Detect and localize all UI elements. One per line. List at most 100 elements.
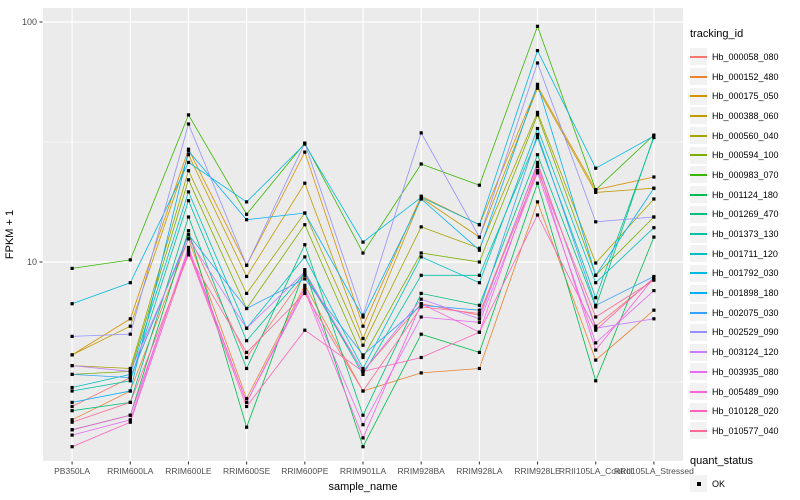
data-point xyxy=(652,186,656,190)
data-point xyxy=(361,313,365,317)
legend-item-label: Hb_002529_090 xyxy=(712,327,779,338)
data-point xyxy=(594,341,598,345)
data-point xyxy=(70,433,74,437)
data-point xyxy=(419,305,423,309)
data-point xyxy=(477,183,481,187)
series-color-line-icon xyxy=(690,390,707,393)
data-point xyxy=(419,315,423,319)
data-point xyxy=(594,261,598,265)
legend-key-swatch xyxy=(690,402,707,420)
x-tick-label: RRIM928LA xyxy=(456,466,503,476)
data-point xyxy=(70,445,74,449)
data-point xyxy=(652,134,656,138)
series-color-line-icon xyxy=(690,233,707,236)
x-axis-title: sample_name xyxy=(328,481,397,493)
legend-item-label: Hb_000175_050 xyxy=(712,91,779,102)
legend-item: Hb_010577_040 xyxy=(690,421,798,441)
data-point xyxy=(128,372,132,376)
data-point xyxy=(361,343,365,347)
x-tick-label: RRIM928BA xyxy=(398,466,446,476)
series-color-line-icon xyxy=(690,292,707,295)
data-point xyxy=(303,181,307,185)
data-point xyxy=(419,302,423,306)
data-point xyxy=(535,86,540,90)
data-point xyxy=(186,248,191,252)
x-tick-label: RRIM600SE xyxy=(223,466,271,476)
data-point xyxy=(303,277,307,281)
x-tick-label: RRII105LA_Stressed xyxy=(614,466,694,476)
data-point xyxy=(303,211,307,215)
data-point xyxy=(245,425,249,429)
legend-item-label: Hb_000058_080 xyxy=(712,51,779,62)
legend-key-swatch xyxy=(690,107,707,125)
legend-item-label: Hb_001792_030 xyxy=(712,268,779,279)
data-point xyxy=(361,240,365,244)
series-color-line-icon xyxy=(690,95,707,98)
legend-key-swatch xyxy=(690,146,707,164)
data-point xyxy=(186,250,191,254)
data-point xyxy=(419,225,423,229)
legend-item: Hb_003124_120 xyxy=(690,342,798,362)
data-point xyxy=(361,366,365,371)
data-point xyxy=(535,113,540,117)
legend-item-label: Hb_001711_120 xyxy=(712,248,778,259)
data-point xyxy=(594,379,598,383)
data-point xyxy=(303,273,307,277)
data-point xyxy=(245,396,249,401)
data-point xyxy=(535,171,540,175)
data-point xyxy=(652,136,656,140)
data-point xyxy=(477,248,481,252)
data-point xyxy=(303,283,307,287)
data-point xyxy=(594,190,598,194)
data-point xyxy=(594,348,598,352)
legend-item-label: Hb_001373_130 xyxy=(712,229,779,240)
legend-key-swatch xyxy=(690,383,707,401)
data-point xyxy=(245,400,249,404)
legend-items-quant-status: OK xyxy=(690,474,798,494)
data-point xyxy=(594,303,598,307)
legend-item: Hb_000983_070 xyxy=(690,165,798,185)
x-tick-label: RRIM600LE xyxy=(165,466,212,476)
data-point xyxy=(477,281,481,285)
legend-item-label: Hb_000983_070 xyxy=(712,169,779,180)
data-point xyxy=(477,308,481,312)
data-point xyxy=(303,286,307,290)
data-point xyxy=(186,122,191,126)
legend-item-label: Hb_010577_040 xyxy=(712,425,779,436)
data-point xyxy=(128,379,132,383)
data-point xyxy=(535,61,540,65)
legend-item-label: Hb_003124_120 xyxy=(712,347,779,358)
series-color-line-icon xyxy=(690,134,707,137)
x-tick-label: PB350LA xyxy=(54,466,90,476)
legend-key-swatch xyxy=(690,166,707,184)
legend-items-tracking-id: Hb_000058_080 Hb_000152_480 Hb_000175_050 H… xyxy=(690,47,798,441)
legend-item: Hb_001124_180 xyxy=(690,185,798,205)
data-point xyxy=(245,291,249,295)
data-point xyxy=(535,200,540,204)
y-tick-label: 10 xyxy=(27,257,37,267)
series-color-line-icon xyxy=(690,311,707,314)
legend-item-label: Hb_001269_470 xyxy=(712,209,779,220)
series-color-line-icon xyxy=(690,114,707,117)
data-point xyxy=(535,213,540,217)
data-point xyxy=(477,320,481,324)
data-point xyxy=(70,266,74,270)
legend-key-swatch xyxy=(690,245,707,263)
data-point xyxy=(361,389,365,393)
data-point xyxy=(70,428,74,432)
data-point xyxy=(477,311,481,316)
legend-item-label: OK xyxy=(712,478,726,489)
legend-item: Hb_000388_060 xyxy=(690,106,798,126)
series-color-line-icon xyxy=(690,75,707,78)
data-point xyxy=(303,328,307,332)
data-point xyxy=(535,126,540,131)
legend-item: Hb_000152_480 xyxy=(690,67,798,87)
legend-item: Hb_001898_180 xyxy=(690,283,798,303)
series-color-line-icon xyxy=(690,173,707,176)
data-point xyxy=(477,246,481,250)
data-point xyxy=(594,358,598,362)
data-point xyxy=(419,332,423,336)
data-point xyxy=(477,303,481,307)
data-point xyxy=(186,149,191,153)
data-point xyxy=(303,243,307,247)
